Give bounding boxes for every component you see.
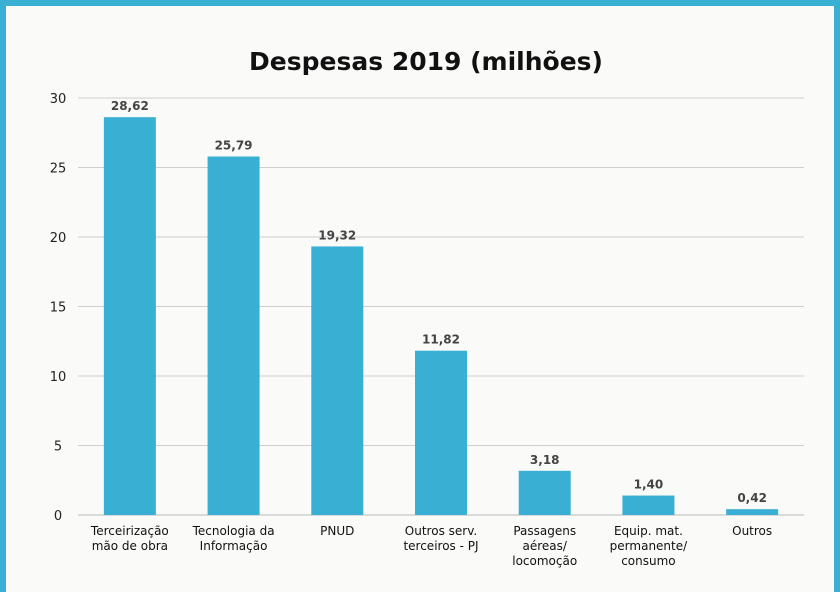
y-tick-label: 15 [50,301,67,316]
bar-value-label: 25,79 [215,139,253,153]
bar [311,246,364,515]
x-category-label-line: terceiros - PJ [403,539,478,553]
bar-value-label: 3,18 [530,453,560,467]
x-category-label-line: Terceirização [90,524,169,538]
x-category-label: Outros [732,524,772,538]
x-category-label-line: Tecnologia da [192,524,275,538]
x-category-label: Terceirização mão de obra [90,524,169,553]
category-labels: Terceirização mão de obra Tecnologia da Inf… [90,524,772,568]
y-tick-label: 5 [54,440,62,455]
bar-value-label: 19,32 [318,228,356,242]
x-category-label-line: Informação [200,539,268,553]
bar [622,495,675,515]
chart-panel: Despesas 2019 (milhões) 0 5 10 15 20 25 30 28,… [6,6,834,592]
x-category-label-line: permanente/ [610,539,688,553]
value-labels: 28,62 25,79 19,32 11,82 3,18 1,40 0,42 [111,99,767,505]
x-category-label: Outros serv. terceiros - PJ [403,524,478,553]
x-category-label-line: PNUD [320,524,354,538]
x-category-label: Equip. mat. permanente/consumo [610,524,688,568]
y-tick-label: 30 [50,92,67,107]
y-tick-label: 10 [50,370,67,385]
bar-value-label: 28,62 [111,99,149,113]
bar [726,509,779,515]
bar-value-label: 11,82 [422,333,460,347]
x-category-label-line: Outros [732,524,772,538]
x-category-label: Tecnologia da Informação [192,524,275,553]
bar [518,470,571,515]
y-axis-ticks: 0 5 10 15 20 25 30 [50,92,67,524]
x-category-label-line: consumo [621,554,675,568]
y-tick-label: 20 [50,231,67,246]
bars [103,117,779,516]
x-category-label: Passagens aéreas/locomoção [512,524,577,568]
x-category-label-line: mão de obra [92,539,168,553]
x-category-label-line: locomoção [512,554,577,568]
y-tick-label: 25 [50,162,67,177]
bar [415,350,467,515]
bar-value-label: 1,40 [634,478,664,492]
x-category-label-line: Passagens [513,524,576,538]
x-category-label: PNUD [320,524,354,538]
bar [207,156,260,516]
bar [103,117,156,515]
y-tick-label: 0 [54,509,62,524]
x-category-label-line: Outros serv. [405,524,477,538]
chart-title: Despesas 2019 (milhões) [249,47,603,76]
x-category-label-line: aéreas/ [522,539,567,553]
bar-value-label: 0,42 [737,491,767,505]
bar-chart: Despesas 2019 (milhões) 0 5 10 15 20 25 30 28,… [50,47,804,568]
x-category-label-line: Equip. mat. [614,524,683,538]
